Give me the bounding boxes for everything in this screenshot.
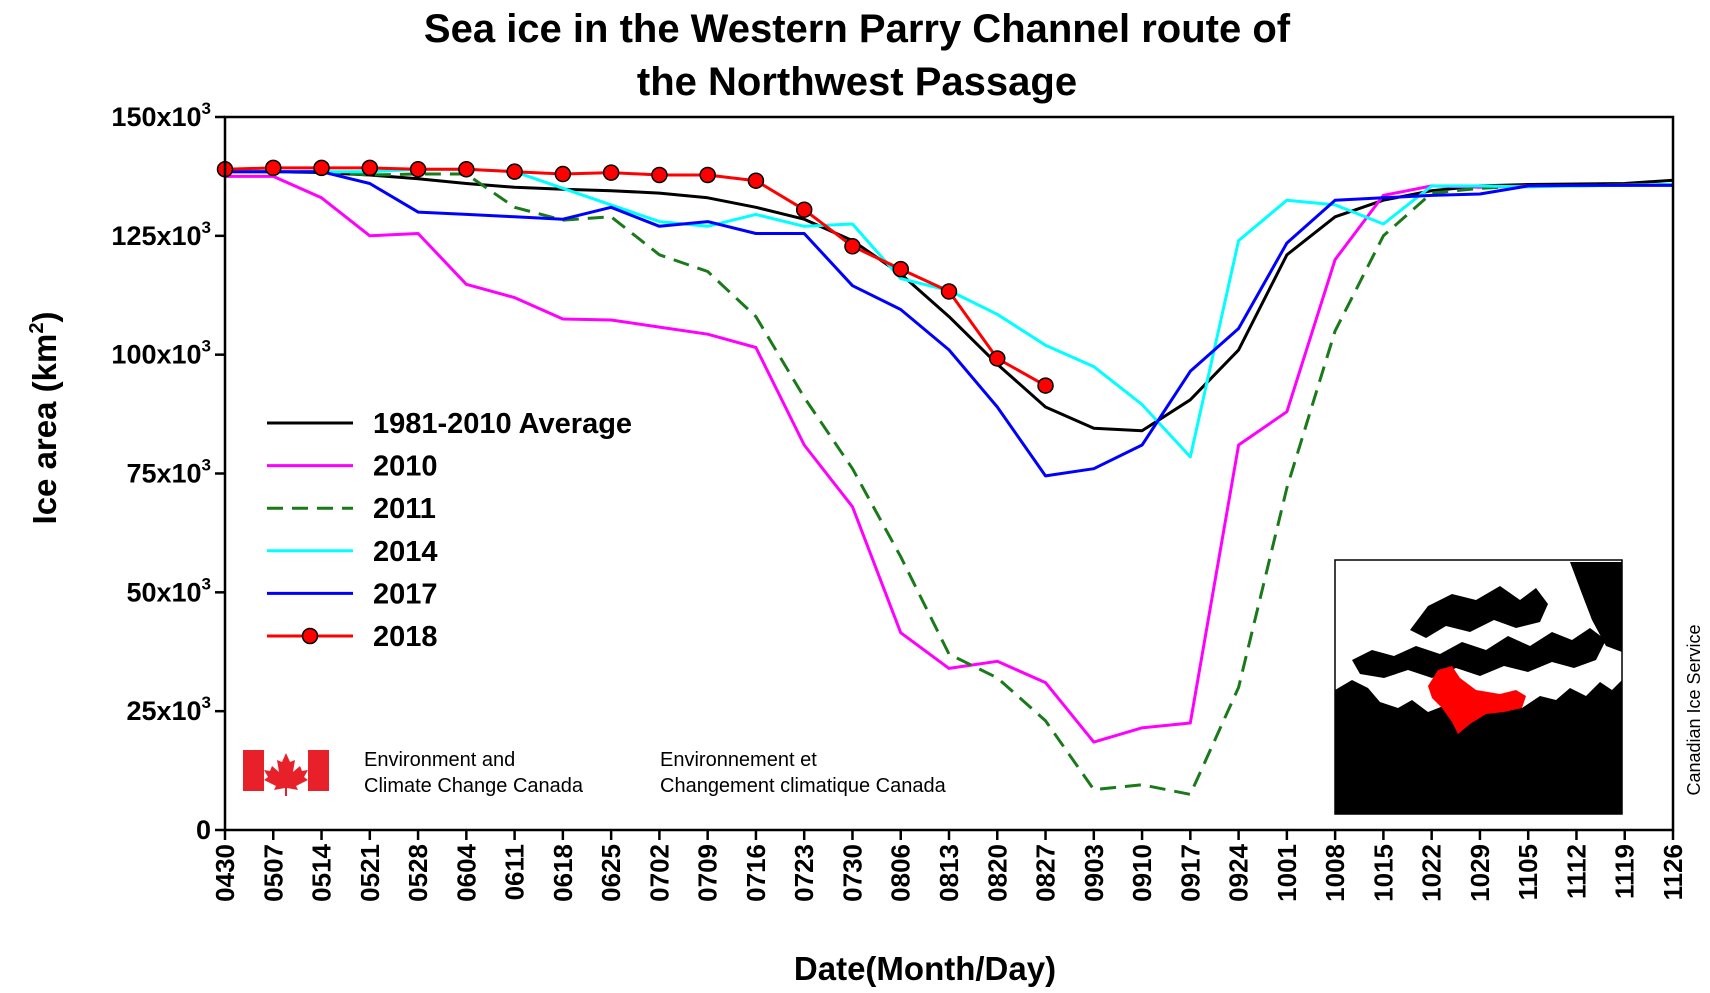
- series-layer: [216, 159, 1674, 796]
- x-tick-label: 0716: [741, 844, 771, 902]
- inset-map-landmass: [1335, 680, 1622, 814]
- y-tick-label: 50x103: [126, 574, 211, 607]
- x-tick-label: 0611: [500, 844, 530, 900]
- y-tick-label: 125x103: [111, 218, 211, 251]
- x-tick-label: 0507: [258, 844, 288, 902]
- series-point-2018: [989, 350, 1006, 367]
- x-tick-label: 0521: [355, 844, 385, 902]
- y-axis-label: Ice area (km2): [26, 312, 63, 525]
- x-tick-label: 0730: [837, 844, 867, 902]
- org-name-fr-line-2: Changement climatique Canada: [660, 775, 947, 797]
- y-tick-label: 100x103: [111, 337, 211, 370]
- series-point-2018: [795, 201, 813, 218]
- chart-title-line-2: the Northwest Passage: [637, 60, 1077, 104]
- inset-map-islands-north: [1352, 628, 1606, 678]
- maple-leaf-icon: [264, 753, 308, 796]
- x-tick-label: 0806: [886, 844, 916, 902]
- x-tick-label: 1015: [1368, 844, 1398, 902]
- org-name-en-line-2: Climate Change Canada: [364, 775, 584, 797]
- x-tick-label: 0528: [403, 844, 433, 902]
- x-tick-label: 0430: [210, 844, 240, 902]
- x-tick-label: 0910: [1127, 844, 1157, 902]
- x-axis-ticks: 0430 0507 0514 0521 0528 0604 0611 0618 0625 0702…: [210, 830, 1688, 902]
- x-tick-label: 0702: [644, 844, 674, 902]
- series-line-1981-2010-average: [225, 170, 1674, 433]
- series-point-2018: [892, 260, 909, 278]
- x-tick-label: 0924: [1224, 843, 1254, 901]
- legend-label: 2018: [373, 621, 438, 653]
- x-tick-label: 1119: [1610, 844, 1640, 899]
- inset-map-route-highlight: [1428, 666, 1526, 734]
- x-tick-label: 0917: [1175, 844, 1205, 902]
- series-point-2018: [1037, 377, 1054, 394]
- chart-title-line-1: Sea ice in the Western Parry Channel rou…: [424, 7, 1291, 51]
- credit-text: Canadian Ice Service: [1684, 624, 1704, 795]
- x-tick-label: 1029: [1465, 844, 1495, 902]
- series-point-2018: [313, 159, 330, 177]
- series-point-2018: [554, 165, 572, 183]
- legend-label: 1981-2010 Average: [373, 408, 632, 440]
- y-axis-ticks: 0 25x103 50x103 75x103 100x103 125x103 150x103: [111, 99, 225, 845]
- org-name-fr-line-1: Environnement et: [660, 749, 817, 771]
- x-tick-label: 0723: [789, 844, 819, 902]
- series-point-2018: [844, 238, 861, 255]
- x-tick-label: 0604: [451, 843, 481, 901]
- legend-marker: [301, 627, 319, 645]
- y-tick-label: 75x103: [126, 456, 211, 489]
- x-tick-label: 0625: [596, 844, 626, 902]
- legend-label: 2011: [373, 493, 436, 525]
- inset-map-arctic-islands: [1410, 586, 1548, 638]
- org-name-en-line-1: Environment and: [364, 749, 515, 771]
- y-tick-label: 150x103: [111, 99, 211, 132]
- inset-map: [1334, 559, 1623, 815]
- y-tick-label: 25x103: [126, 693, 211, 726]
- series-line-2018: [224, 166, 1047, 387]
- x-tick-label: 0827: [1031, 844, 1061, 902]
- series-point-2018: [651, 166, 668, 184]
- x-tick-label: 1126: [1658, 844, 1688, 900]
- series-point-2018: [506, 163, 523, 180]
- series-point-2018: [699, 166, 716, 184]
- flag-left-bar: [243, 750, 264, 791]
- series-point-2018: [602, 164, 620, 181]
- x-tick-label: 0514: [307, 843, 337, 901]
- legend-label: 2014: [373, 536, 438, 568]
- x-tick-label: 1008: [1320, 844, 1350, 902]
- series-point-2018: [458, 161, 475, 178]
- x-tick-label: 1022: [1417, 844, 1447, 902]
- inset-map-greenland: [1570, 562, 1622, 652]
- y-tick-label: 0: [196, 815, 211, 845]
- legend-label: 2017: [373, 578, 438, 610]
- legend-label: 2010: [373, 451, 438, 483]
- series-point-2018: [265, 159, 282, 177]
- canada-flag-logo: [243, 750, 329, 796]
- series-point-2018: [940, 283, 958, 300]
- x-tick-label: 0618: [548, 844, 578, 902]
- x-tick-label: 0709: [693, 844, 723, 902]
- series-point-2018: [409, 161, 427, 178]
- x-tick-label: 0820: [982, 844, 1012, 902]
- x-tick-label: 1105: [1513, 844, 1543, 900]
- series-line-2017: [225, 170, 1673, 478]
- plot-frame: [223, 115, 1675, 832]
- x-tick-label: 0813: [934, 844, 964, 902]
- legend: 1981-2010 Average 2010 2011 2014 2017 2018: [267, 408, 632, 653]
- x-tick-label: 1001: [1272, 844, 1302, 902]
- series-point-2018: [747, 172, 765, 189]
- x-axis-label: Date(Month/Day): [794, 950, 1056, 987]
- series-point-2018: [361, 159, 379, 177]
- flag-right-bar: [308, 750, 329, 791]
- x-tick-label: 1112: [1561, 844, 1591, 899]
- x-tick-label: 0903: [1079, 844, 1109, 902]
